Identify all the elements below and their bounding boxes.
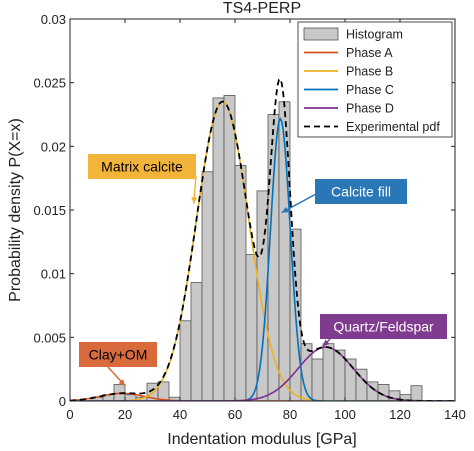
x-tick-label: 100 — [334, 407, 356, 422]
y-tick-label: 0 — [59, 394, 66, 409]
legend-box — [297, 21, 453, 138]
annotation-arrowhead — [281, 206, 289, 213]
annotation-arrowhead — [191, 197, 198, 204]
annotation-arrowhead — [323, 339, 330, 347]
histogram-bar — [201, 171, 214, 401]
curve-series-4 — [70, 77, 455, 401]
histogram-bar — [179, 320, 192, 401]
histogram-bar — [223, 95, 236, 401]
y-tick-label: 0.015 — [33, 203, 66, 218]
histogram-bar — [410, 385, 423, 401]
curve-series-1 — [70, 100, 455, 401]
fitted-curves — [70, 77, 455, 401]
x-tick-label: 0 — [66, 407, 73, 422]
x-tick-label: 140 — [444, 407, 466, 422]
x-axis-ticks: 0 20 40 60 80 100 120 140 — [66, 19, 466, 422]
y-axis-ticks: 0 0.005 0.01 0.015 0.02 0.025 0.03 — [33, 12, 455, 409]
histogram-bar — [245, 254, 258, 401]
x-tick-label: 40 — [173, 407, 187, 422]
curve-series-2 — [70, 117, 455, 401]
annotation-box — [320, 314, 447, 339]
y-tick-label: 0.025 — [33, 76, 66, 91]
histogram-bar — [190, 282, 203, 401]
legend-label: Phase C — [346, 83, 394, 97]
legend-label: Experimental pdf — [346, 120, 440, 134]
chart-title: TS4-PERP — [223, 0, 301, 17]
y-tick-label: 0.005 — [33, 330, 66, 345]
annotation-label: Calcite fill — [331, 184, 391, 200]
curve-series-0 — [70, 392, 455, 401]
annotation-arrow — [281, 193, 317, 214]
annotation-label: Quartz/Feldspar — [333, 319, 434, 335]
y-axis-label: Probability density P(X=x) — [7, 118, 24, 302]
histogram-bar — [234, 165, 247, 401]
annotation-box — [79, 342, 157, 367]
legend-label: Phase B — [346, 65, 393, 79]
annotation-arrowhead — [118, 379, 125, 386]
legend-label: Phase D — [346, 102, 394, 116]
annotation-label: Matrix calcite — [101, 159, 183, 175]
y-tick-label: 0.03 — [41, 12, 66, 27]
annotation-label: Clay+OM — [89, 347, 148, 363]
y-tick-label: 0.01 — [41, 267, 66, 282]
annotation-box — [315, 179, 407, 204]
histogram-bar — [322, 343, 335, 401]
annotation-box — [88, 154, 196, 179]
annotations: Matrix calcite Calcite fill Clay+OM Quartz/… — [79, 154, 447, 387]
x-tick-label: 60 — [228, 407, 242, 422]
histogram-bar — [212, 97, 225, 401]
legend-label: Phase A — [346, 46, 393, 60]
y-tick-label: 0.02 — [41, 139, 66, 154]
x-tick-label: 120 — [389, 407, 411, 422]
legend-swatch — [303, 27, 339, 41]
x-axis-label: Indentation modulus [GPa] — [167, 431, 356, 448]
legend-label: Histogram — [346, 28, 403, 42]
legend: Histogram Phase A Phase B Phase C Phase D Exp… — [297, 21, 453, 138]
x-tick-label: 20 — [118, 407, 132, 422]
x-tick-label: 80 — [283, 407, 297, 422]
histogram-bar — [311, 358, 324, 401]
